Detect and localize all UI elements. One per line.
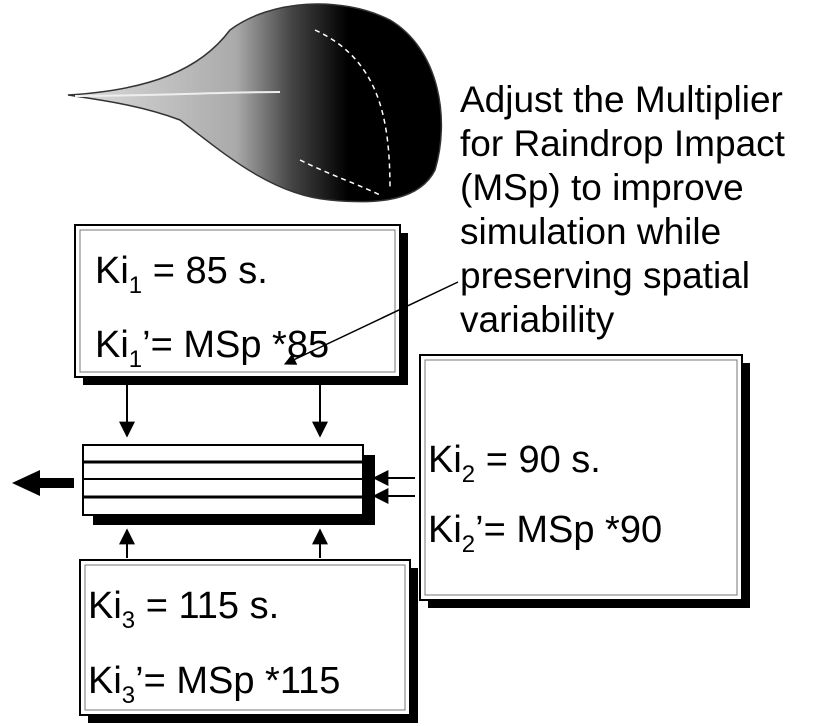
box-inner: [79, 229, 396, 373]
box-line: Ki1 = 85 s.: [95, 250, 268, 299]
box-line: Ki2’= MSp *90: [428, 509, 662, 558]
annotation-line: Adjust the Multiplier: [460, 79, 783, 120]
annotation-line: variability: [460, 299, 615, 340]
subscript: 2: [462, 531, 475, 558]
expression: ’= MSp *115: [135, 660, 340, 702]
box-line: Ki3 = 115 s.: [88, 585, 279, 634]
outflow-arrow: [12, 470, 74, 496]
leaf: [67, 3, 443, 203]
subscript: 1: [129, 272, 142, 299]
subscript: 1: [129, 346, 142, 373]
symbol: Ki: [95, 250, 129, 292]
annotation-line: (MSp) to improve: [460, 167, 744, 208]
expression: = 85 s.: [142, 250, 268, 292]
flow-arrows: [119, 382, 415, 558]
layers: [82, 444, 375, 525]
expression: = 90 s.: [475, 439, 601, 481]
box-inner: [424, 359, 738, 596]
box-line: Ki1’= MSp *85: [95, 324, 329, 373]
expression: = 115 s.: [135, 585, 279, 627]
box: [419, 354, 743, 601]
symbol: Ki: [88, 585, 122, 627]
subscript: 3: [122, 607, 135, 634]
symbol: Ki: [428, 439, 462, 481]
subscript: 3: [122, 682, 135, 709]
expression: ’= MSp *90: [475, 509, 662, 551]
annotation-line: simulation while: [460, 211, 721, 252]
subscript: 2: [462, 461, 475, 488]
box: [79, 559, 411, 716]
box-inner: [84, 564, 406, 711]
box-line: Ki2 = 90 s.: [428, 439, 601, 488]
box-line: Ki3’= MSp *115: [88, 660, 340, 709]
symbol: Ki: [428, 509, 462, 551]
symbol: Ki: [95, 324, 129, 366]
symbol: Ki: [88, 660, 122, 702]
box: [74, 224, 401, 378]
expression: ’= MSp *85: [142, 324, 329, 366]
annotation-line: for Raindrop Impact: [460, 123, 786, 164]
annotation-pointer: [283, 281, 459, 365]
annotation-line: preserving spatial: [460, 255, 750, 296]
